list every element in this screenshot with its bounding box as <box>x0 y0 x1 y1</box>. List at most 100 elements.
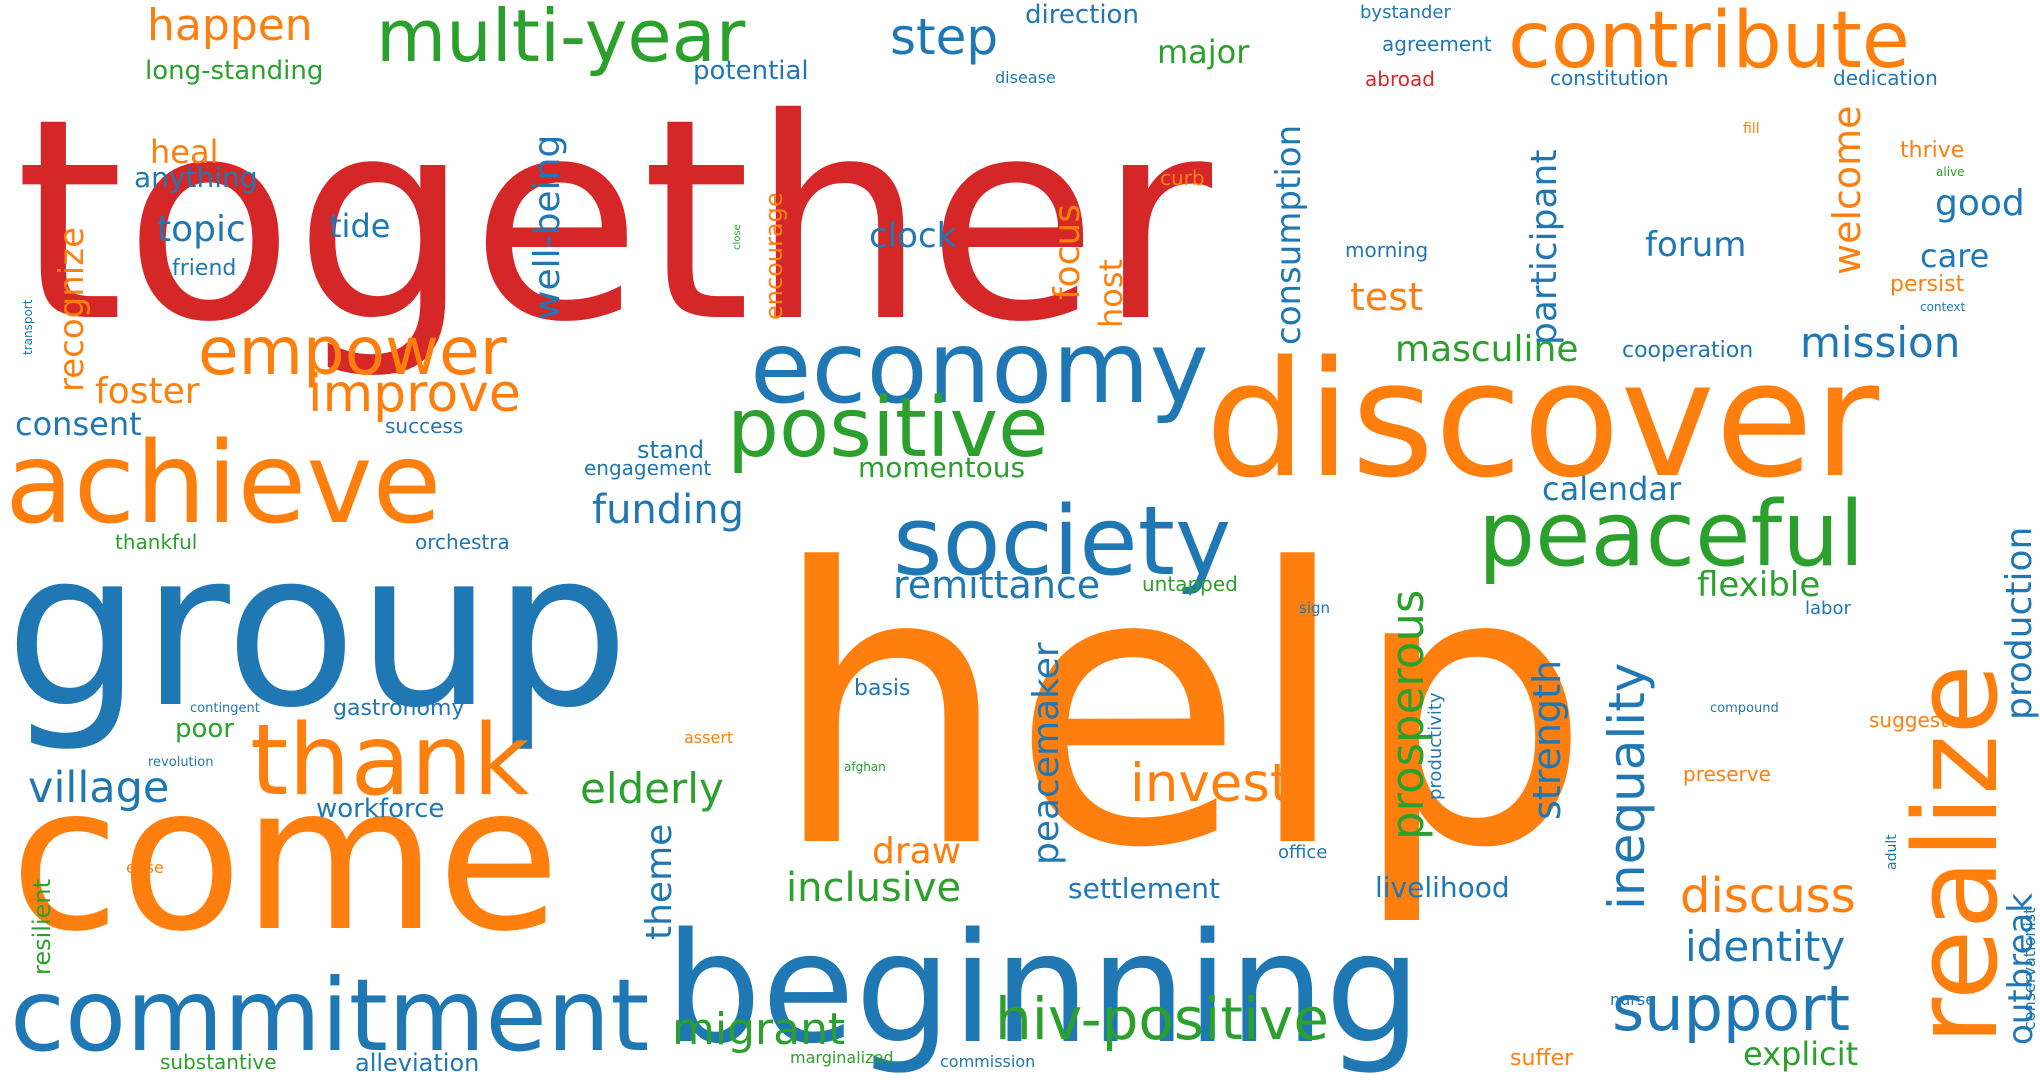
word-anything: anything <box>134 161 258 194</box>
word-clock: clock <box>869 216 957 256</box>
word-inclusive: inclusive <box>786 865 962 911</box>
word-engagement: engagement <box>584 456 712 480</box>
word-contribute: contribute <box>1508 0 1910 86</box>
word-ease: ease <box>126 858 164 877</box>
word-empower: empower <box>198 313 507 390</box>
word-good: good <box>1935 183 2025 224</box>
word-heal: heal <box>150 133 219 171</box>
word-office: office <box>1278 842 1328 863</box>
word-flexible: flexible <box>1697 565 1821 605</box>
word-basis: basis <box>854 676 911 701</box>
word-elderly: elderly <box>580 764 724 813</box>
word-peacemaker: peacemaker <box>1026 642 1067 865</box>
word-improve: improve <box>308 364 521 424</box>
word-prosperous: prosperous <box>1381 589 1434 840</box>
word-consumption: consumption <box>1269 124 1309 345</box>
word-fill: fill <box>1743 121 1760 137</box>
word-constitution: constitution <box>1550 66 1669 90</box>
word-care: care <box>1920 237 1990 275</box>
word-sign: sign <box>1299 599 1331 617</box>
word-cooperation: cooperation <box>1622 338 1754 363</box>
word-substantive: substantive <box>160 1050 277 1074</box>
word-labor: labor <box>1805 598 1851 619</box>
word-momentous: momentous <box>858 451 1026 484</box>
word-come: come <box>10 743 561 976</box>
word-preserve: preserve <box>1683 762 1771 786</box>
word-village: village <box>28 763 170 813</box>
word-poor: poor <box>175 714 235 744</box>
word-identity: identity <box>1685 922 1846 971</box>
word-commitment: commitment <box>10 957 650 1074</box>
word-well-being: well-being <box>527 134 568 320</box>
word-topic: topic <box>157 209 246 250</box>
word-revolution: revolution <box>148 755 214 770</box>
word-compound: compound <box>1710 701 1779 716</box>
word-context: context <box>1920 300 1966 314</box>
word-forum: forum <box>1645 225 1747 265</box>
word-bystander: bystander <box>1360 2 1451 23</box>
word-remittance: remittance <box>893 563 1101 607</box>
word-society: society <box>893 487 1232 597</box>
word-disease: disease <box>995 68 1056 87</box>
word-calendar: calendar <box>1542 470 1682 508</box>
word-explicit: explicit <box>1743 1035 1859 1073</box>
word-transport: transport <box>21 299 35 355</box>
word-economy: economy <box>750 309 1209 426</box>
word-test: test <box>1350 275 1423 319</box>
word-contingent: contingent <box>190 701 260 716</box>
word-welcome: welcome <box>1825 105 1869 275</box>
word-major: major <box>1157 33 1250 71</box>
word-adult: adult <box>1884 834 1900 870</box>
word-discover: discover <box>1205 326 1880 513</box>
word-potential: potential <box>693 56 809 86</box>
word-settlement: settlement <box>1068 872 1221 905</box>
word-success: success <box>385 414 464 438</box>
word-thrive: thrive <box>1900 138 1965 163</box>
word-multi-year: multi-year <box>376 0 746 78</box>
word-alive: alive <box>1936 165 1965 179</box>
word-together: together <box>15 59 1213 383</box>
word-consent: consent <box>15 405 142 443</box>
word-happen: happen <box>147 0 313 51</box>
word-morning: morning <box>1345 238 1429 262</box>
word-encourage: encourage <box>760 192 788 320</box>
word-gastronomy: gastronomy <box>333 696 465 721</box>
word-abroad: abroad <box>1365 67 1435 91</box>
word-suffer: suffer <box>1510 1046 1574 1071</box>
word-livelihood: livelihood <box>1375 871 1510 904</box>
word-funding: funding <box>592 487 745 533</box>
word-group: group <box>5 504 630 755</box>
word-thankful: thankful <box>115 530 198 554</box>
word-focus: focus <box>1047 203 1088 300</box>
word-suggest: suggest <box>1869 708 1949 732</box>
word-peaceful: peaceful <box>1478 482 1865 587</box>
word-dedication: dedication <box>1833 66 1938 90</box>
word-workforce: workforce <box>316 794 445 824</box>
word-mission: mission <box>1800 318 1961 367</box>
word-strength: strength <box>1525 659 1569 820</box>
word-nurse: nurse <box>1610 990 1656 1009</box>
word-theme: theme <box>639 823 680 940</box>
word-invest: invest <box>1130 753 1291 814</box>
word-masculine: masculine <box>1395 329 1579 370</box>
word-recognize: recognize <box>52 227 92 392</box>
word-curb: curb <box>1160 166 1205 190</box>
word-positive: positive <box>727 381 1049 476</box>
word-orchestra: orchestra <box>415 530 510 554</box>
word-conservationist: conservationist <box>2020 907 2039 1030</box>
word-agreement: agreement <box>1382 32 1492 56</box>
word-production: production <box>1999 526 2040 720</box>
word-thank: thank <box>250 704 530 818</box>
word-help: help <box>770 488 1592 931</box>
word-direction: direction <box>1025 0 1139 30</box>
word-beginning: beginning <box>665 900 1422 1077</box>
word-host: host <box>1092 258 1130 328</box>
word-resilient: resilient <box>28 879 56 975</box>
word-discuss: discuss <box>1680 868 1856 924</box>
word-inequality: inequality <box>1598 662 1656 910</box>
word-commission: commission <box>940 1052 1036 1071</box>
word-productivity: productivity <box>1425 692 1446 800</box>
word-persist: persist <box>1890 272 1965 297</box>
word-marginalized: marginalized <box>790 1048 894 1067</box>
